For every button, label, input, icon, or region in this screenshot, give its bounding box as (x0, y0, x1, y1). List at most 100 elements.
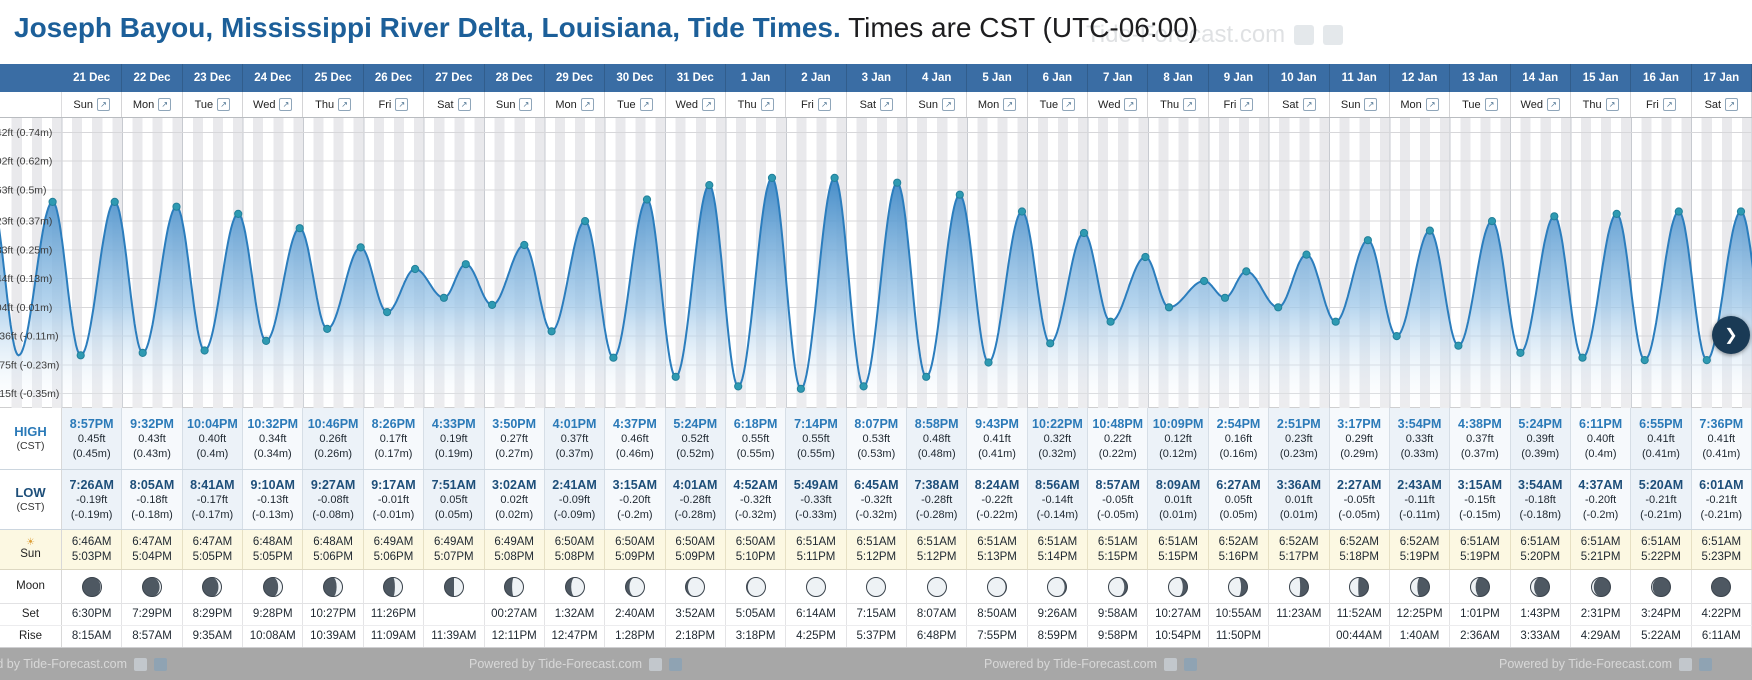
low-tide-height-ft: -0.09ft (558, 494, 591, 507)
high-tide-height-m: (0.22m) (1098, 447, 1137, 460)
moon-phase-icon (1450, 570, 1511, 603)
sunrise-time: 6:52AM (1339, 535, 1379, 548)
powered-by-link[interactable]: Powered by Tide-Forecast.com (469, 657, 682, 671)
low-tide-cell: 6:27AM 0.05ft (0.05m) (1208, 470, 1270, 529)
low-tide-height-ft: 0.02ft (500, 494, 528, 507)
page-title: Joseph Bayou, Mississippi River Delta, L… (0, 0, 1752, 44)
external-link-icon[interactable]: ↗ (1240, 98, 1254, 111)
high-tide-cell: 3:54PM 0.33ft (0.33m) (1389, 408, 1451, 469)
sunset-time: 5:09PM (675, 550, 716, 563)
external-link-icon[interactable]: ↗ (1725, 98, 1739, 111)
high-tide-row: HIGH (CST) 8:57PM 0.45ft (0.45m) 9:32PM 0.43… (0, 408, 1752, 470)
moonset-time: 1:01PM (1450, 604, 1511, 625)
footer: Powered by Tide-Forecast.com Powered by T… (0, 648, 1752, 680)
external-link-icon[interactable]: ↗ (580, 98, 594, 111)
high-tide-cell: 4:37PM 0.46ft (0.46m) (605, 408, 666, 469)
sun-cell: 6:51AM 5:23PM (1692, 530, 1752, 569)
external-link-icon[interactable]: ↗ (338, 98, 352, 111)
high-tide-height-ft: 0.37ft (1466, 433, 1494, 446)
moonset-time: 11:52AM (1329, 604, 1390, 625)
low-tide-time: 3:54AM (1518, 478, 1563, 493)
sunrise-time: 6:48AM (252, 535, 293, 548)
external-link-icon[interactable]: ↗ (96, 98, 110, 111)
header: Tide-Forecast.com Joseph Bayou, Mississi… (0, 0, 1752, 64)
powered-by-link[interactable]: Powered by Tide-Forecast.com (1499, 657, 1712, 671)
low-tide-cell: 8:09AM 0.01ft (0.01m) (1148, 470, 1209, 529)
external-link-icon[interactable]: ↗ (1662, 98, 1676, 111)
low-tide-cell: 4:52AM -0.32ft (-0.32m) (725, 470, 787, 529)
day-cell: Thu ↗ (1571, 92, 1632, 117)
day-cell: Sat ↗ (847, 92, 907, 117)
footer-badge-icon[interactable] (669, 657, 682, 671)
external-link-icon[interactable]: ↗ (217, 98, 231, 111)
date-cell: 30 Dec (605, 64, 666, 92)
date-header-row: 21 Dec 22 Dec 23 Dec 24 Dec 25 Dec 26 Dec 27 D… (0, 64, 1752, 92)
external-link-icon[interactable]: ↗ (1484, 98, 1498, 111)
external-link-icon[interactable]: ↗ (1003, 98, 1017, 111)
sunset-time: 5:15PM (1158, 550, 1198, 563)
high-tide-time: 10:46PM (307, 417, 359, 432)
external-link-icon[interactable]: ↗ (639, 98, 653, 111)
moonset-time: 10:27PM (303, 604, 364, 625)
date-cell: 14 Jan (1511, 64, 1571, 92)
powered-by-link[interactable]: Powered by Tide-Forecast.com (0, 657, 167, 671)
external-link-icon[interactable]: ↗ (1302, 98, 1316, 111)
moonrise-time: 7:55PM (967, 626, 1028, 647)
external-link-icon[interactable]: ↗ (1546, 98, 1560, 111)
low-tide-height-m: (-0.09m) (553, 508, 596, 521)
footer-badge-icon[interactable] (1164, 657, 1177, 671)
high-tide-time: 10:04PM (187, 417, 238, 432)
footer-badge-icon[interactable] (1679, 657, 1692, 671)
external-link-icon[interactable]: ↗ (880, 98, 894, 111)
moonrise-time: 2:36AM (1450, 626, 1511, 647)
low-tide-height-m: (-0.17m) (191, 508, 234, 521)
day-cell: Wed ↗ (1088, 92, 1149, 117)
external-link-icon[interactable]: ↗ (1425, 98, 1439, 111)
footer-badge-icon[interactable] (1699, 657, 1712, 671)
day-name: Sat (1704, 98, 1722, 111)
high-tide-height-m: (0.41m) (978, 447, 1016, 460)
moonrise-row-label: Rise (0, 626, 62, 647)
high-tide-height-ft: 0.40ft (1586, 433, 1615, 446)
day-cell: Tue ↗ (605, 92, 666, 117)
powered-by-link[interactable]: Powered by Tide-Forecast.com (984, 657, 1197, 671)
external-link-icon[interactable]: ↗ (1605, 98, 1619, 111)
sunrise-time: 6:51AM (916, 535, 957, 548)
watermark-badge-icon (1323, 25, 1344, 45)
high-tide-time: 4:33PM (431, 417, 476, 432)
sunset-time: 5:14PM (1037, 550, 1078, 563)
high-tide-height-ft: 0.55ft (741, 433, 770, 446)
external-link-icon[interactable]: ↗ (1364, 98, 1378, 111)
moon-phase-icon (62, 570, 123, 603)
footer-badge-icon[interactable] (1184, 657, 1197, 671)
day-cell: Tue ↗ (1028, 92, 1089, 117)
high-tide-time: 3:54PM (1397, 417, 1442, 432)
external-link-icon[interactable]: ↗ (760, 98, 774, 111)
external-link-icon[interactable]: ↗ (457, 98, 471, 111)
external-link-icon[interactable]: ↗ (701, 98, 715, 111)
high-tide-height-m: (0.32m) (1038, 447, 1077, 460)
footer-badge-icon[interactable] (649, 657, 662, 671)
external-link-icon[interactable]: ↗ (941, 98, 955, 111)
sunset-time: 5:19PM (1460, 550, 1500, 563)
footer-badge-icon[interactable] (134, 657, 147, 671)
external-link-icon[interactable]: ↗ (395, 98, 409, 111)
sunset-time: 5:22PM (1641, 550, 1681, 563)
external-link-icon[interactable]: ↗ (817, 98, 831, 111)
external-link-icon[interactable]: ↗ (519, 98, 533, 111)
external-link-icon[interactable]: ↗ (279, 98, 293, 111)
low-tide-cell: 8:57AM -0.05ft (-0.05m) (1088, 470, 1149, 529)
external-link-icon[interactable]: ↗ (1062, 98, 1076, 111)
external-link-icon[interactable]: ↗ (1124, 98, 1138, 111)
date-cell: 12 Jan (1390, 64, 1451, 92)
low-tide-height-m: (-0.05m) (1338, 508, 1380, 521)
external-link-icon[interactable]: ↗ (158, 98, 172, 111)
high-tide-height-m: (0.4m) (196, 447, 229, 460)
next-button[interactable]: ❯ (1712, 316, 1750, 354)
high-tide-cell: 4:33PM 0.19ft (0.19m) (424, 408, 485, 469)
low-tide-cell: 8:24AM -0.22ft (-0.22m) (967, 470, 1028, 529)
footer-badge-icon[interactable] (154, 657, 167, 671)
sunset-time: 5:08PM (554, 550, 595, 563)
external-link-icon[interactable]: ↗ (1183, 98, 1197, 111)
moonrise-time: 6:11AM (1691, 626, 1752, 647)
